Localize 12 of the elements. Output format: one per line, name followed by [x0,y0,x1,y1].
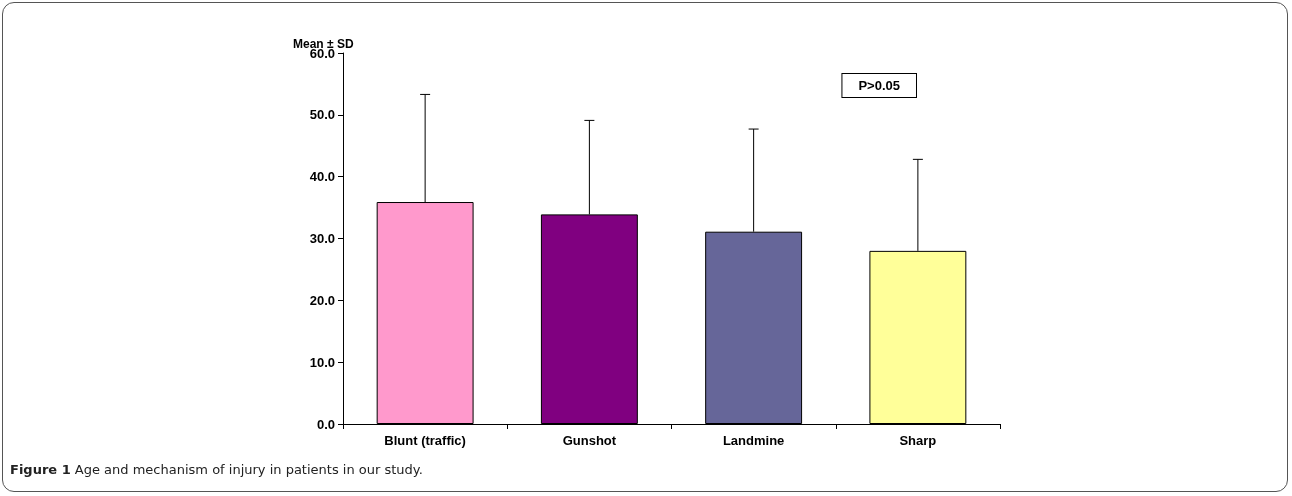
y-tick-label: 30.0 [309,231,335,246]
x-tick-label: Gunshot [562,433,617,448]
y-tick-label: 10.0 [309,354,335,370]
y-tick-label: 40.0 [309,169,335,185]
x-tick-label: Sharp [899,433,937,448]
y-tick-label: 50.0 [309,107,335,123]
annotation: P>0.05 [858,78,901,93]
caption: Figure 1 Age and mechanism of injury in patients in our study. [10,462,423,477]
y-tick-label: 0.0 [316,416,335,432]
x-tick-label: Blunt (traffic) [384,433,466,448]
y-tick-label: 20.0 [309,292,335,308]
x-tick-label: Landmine [722,433,785,448]
